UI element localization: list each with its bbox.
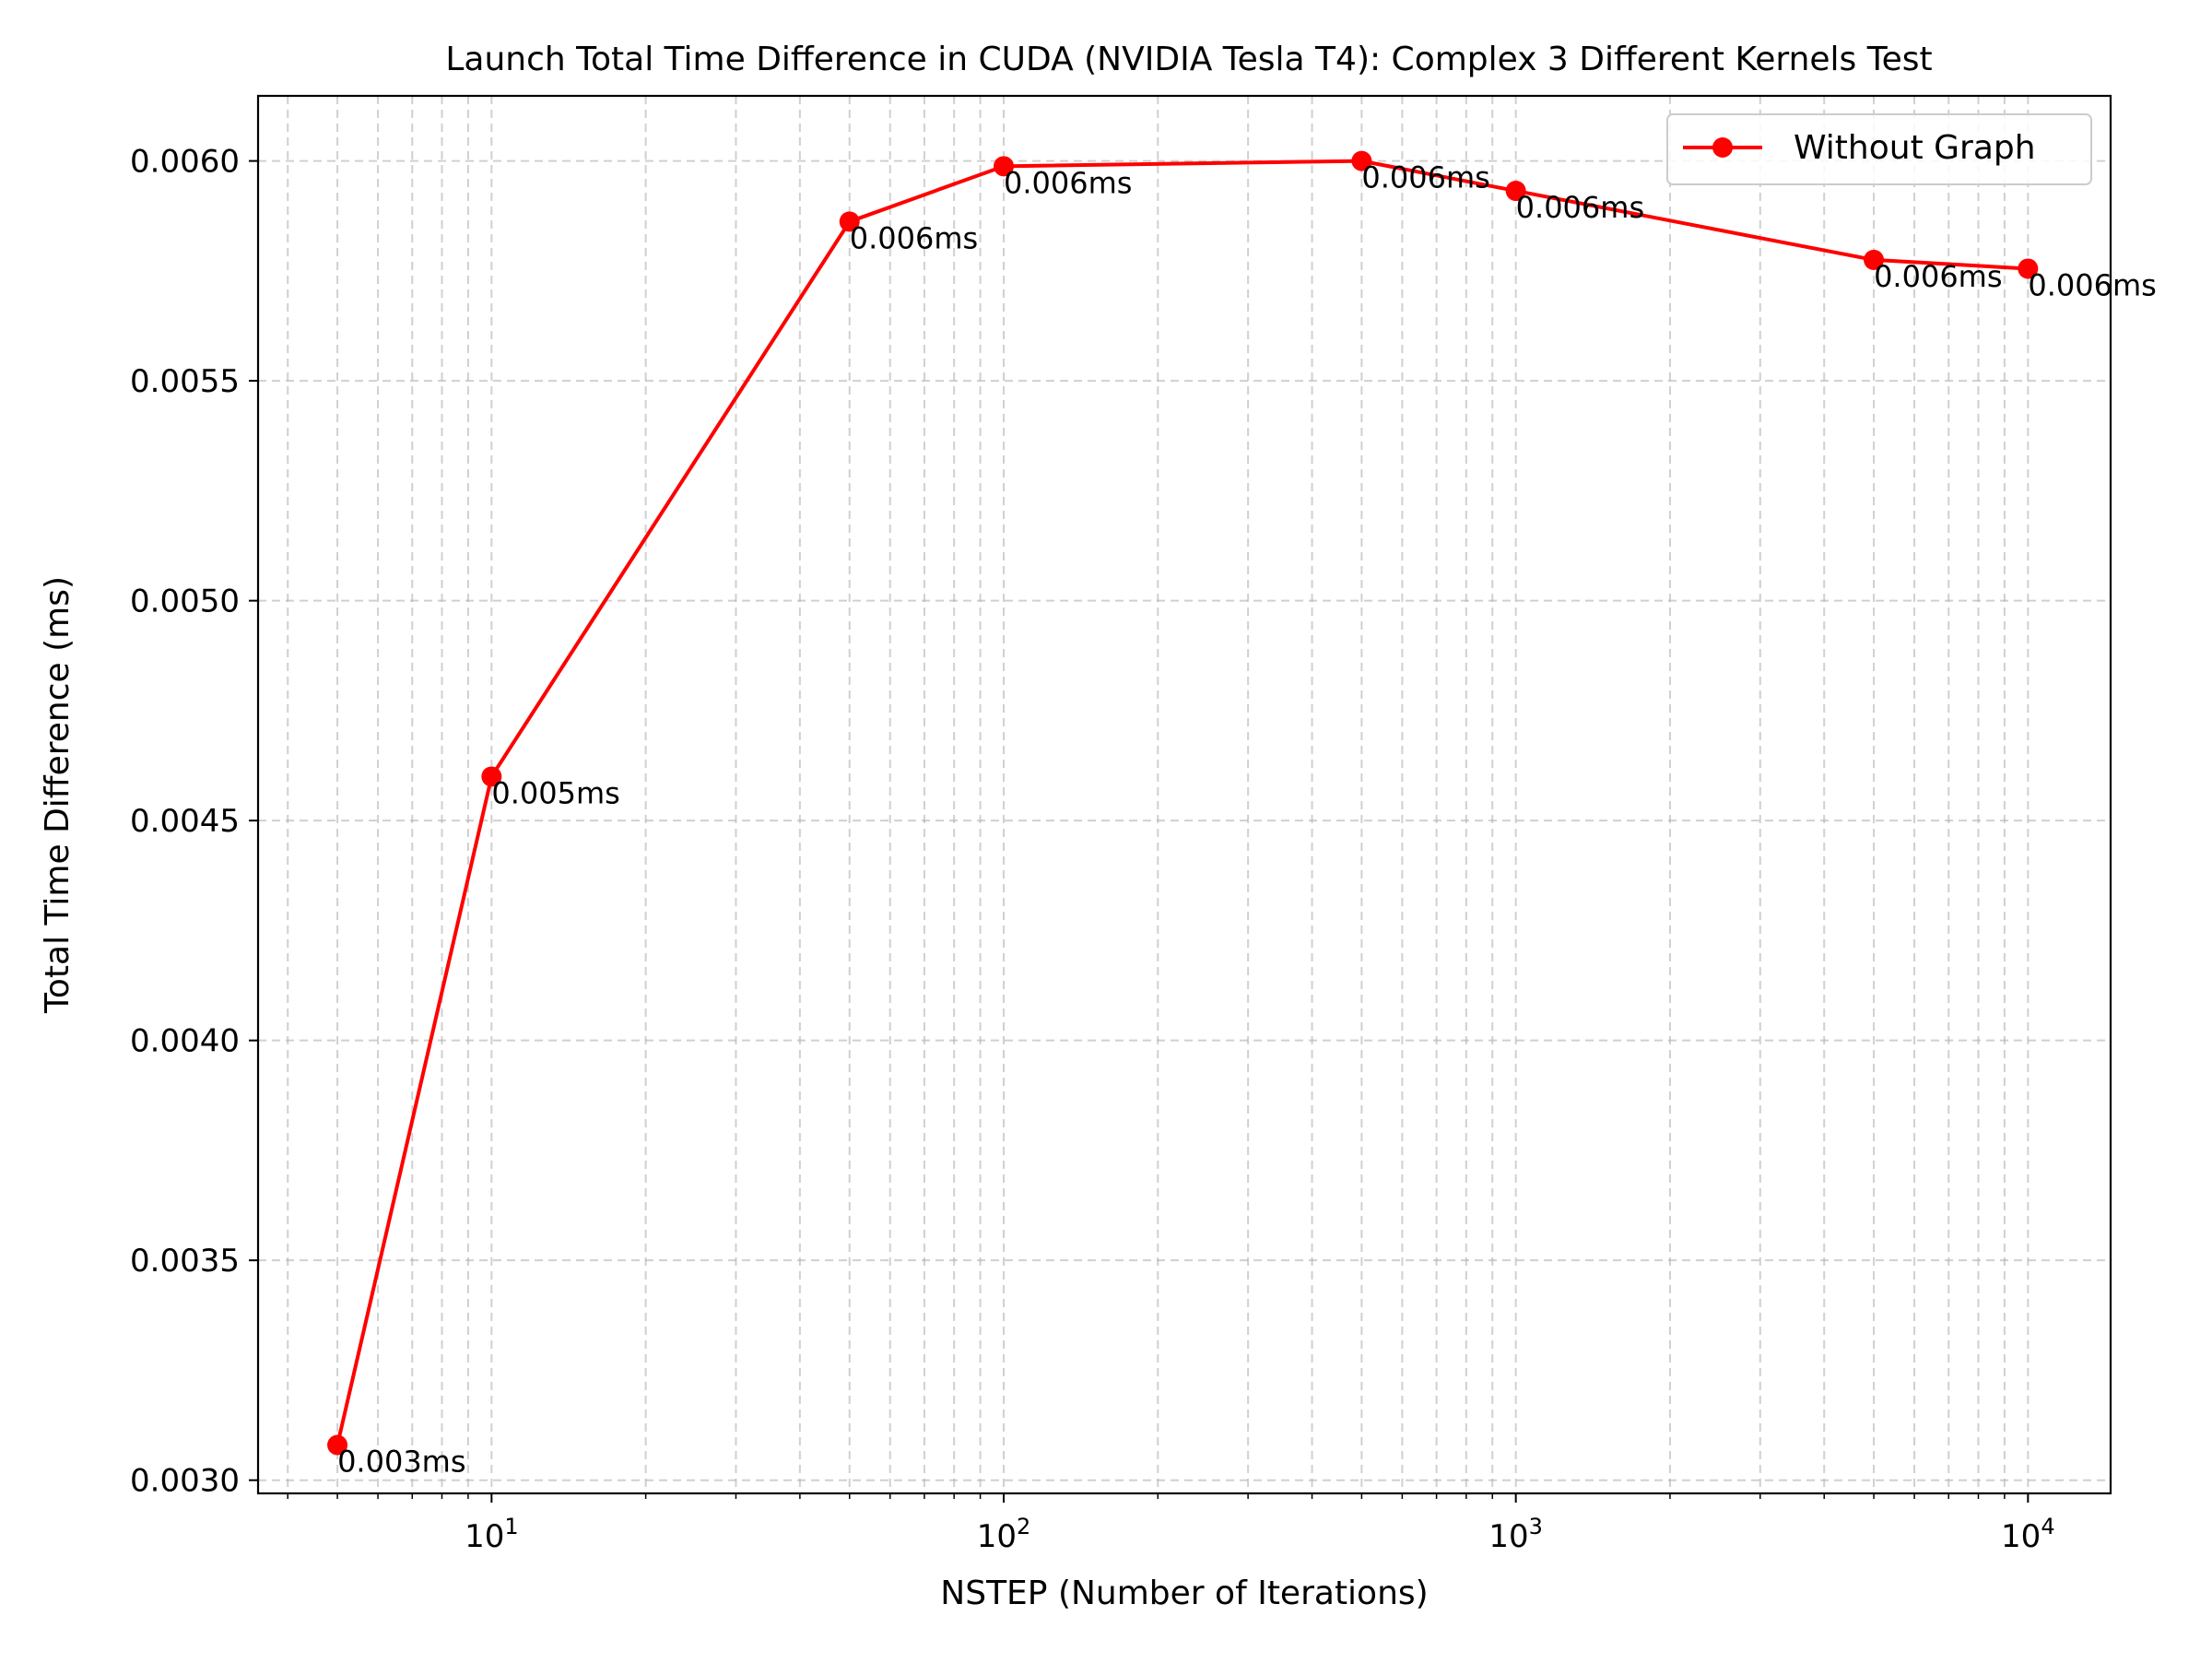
x-tick-label-base: 10	[977, 1518, 1017, 1555]
data-point-label: 0.005ms	[491, 775, 619, 810]
x-axis-label: NSTEP (Number of Iterations)	[940, 1575, 1428, 1612]
x-tick-label: 101	[465, 1514, 519, 1555]
y-axis-label: Total Time Difference (ms)	[39, 576, 76, 1014]
x-tick-label-exponent: 1	[504, 1514, 518, 1539]
x-tick-label-base: 10	[465, 1518, 504, 1555]
x-tick-label-base: 10	[2001, 1518, 2041, 1555]
y-tick-label: 0.0050	[130, 584, 240, 620]
x-tick-label-exponent: 2	[1017, 1514, 1030, 1539]
data-point-marker	[839, 211, 860, 232]
x-tick-label-exponent: 4	[2041, 1514, 2054, 1539]
data-point-marker	[481, 766, 502, 787]
legend[interactable]: Without Graph	[1666, 113, 2092, 185]
data-labels: 0.003ms 0.005ms 0.006ms 0.006ms 0.006ms 0.006…	[337, 160, 2157, 1480]
x-tick-label-base: 10	[1488, 1518, 1528, 1555]
legend-entry-label: Without Graph	[1794, 129, 2036, 167]
data-point-marker	[1864, 249, 1885, 270]
data-point-label: 0.006ms	[1361, 160, 1489, 195]
series-line	[335, 159, 2029, 1445]
chart-title: Launch Total Time Difference in CUDA (NV…	[445, 41, 1932, 78]
y-tick-label: 0.0030	[130, 1463, 240, 1500]
legend-marker	[1712, 137, 1733, 158]
data-point-label: 0.006ms	[1516, 190, 1644, 225]
legend-box	[1666, 113, 2092, 185]
x-tick-label-exponent: 3	[1529, 1514, 1543, 1539]
y-tick-label: 0.0040	[130, 1023, 240, 1060]
y-tick-label: 0.0045	[130, 803, 240, 840]
data-point-marker	[1505, 181, 1526, 202]
data-point-marker	[994, 156, 1015, 177]
y-tick-label: 0.0035	[130, 1243, 240, 1280]
data-point-label: 0.006ms	[1874, 259, 2002, 294]
series-layer	[327, 150, 2039, 1456]
y-axis: 0.0030 0.0035 0.0040 0.0045 0.0050 0.0055 0.00…	[130, 144, 258, 1500]
data-point-label: 0.006ms	[850, 220, 978, 255]
data-point-marker	[1351, 150, 1372, 171]
data-point-marker	[327, 1434, 348, 1456]
data-point-marker	[2018, 258, 2039, 279]
data-point-label: 0.006ms	[1004, 165, 1132, 200]
y-tick-label: 0.0055	[130, 363, 240, 400]
plot-area-frame	[256, 94, 2112, 1495]
y-tick-label: 0.0060	[130, 144, 240, 181]
x-tick-label: 104	[2001, 1514, 2055, 1555]
x-tick-label: 102	[977, 1514, 1031, 1555]
data-point-label: 0.003ms	[337, 1445, 465, 1480]
x-tick-label: 103	[1488, 1514, 1543, 1555]
grid-lines	[258, 96, 2111, 1493]
x-axis: 101 102 103 104	[287, 1493, 2055, 1555]
data-point-label: 0.006ms	[2028, 267, 2156, 302]
